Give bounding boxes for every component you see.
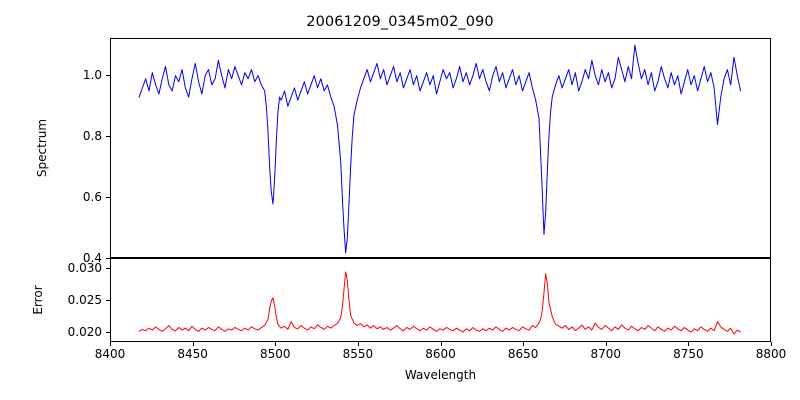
- y-spectrum-tick-mark: [106, 196, 110, 198]
- y-spectrum-tick-label: 0.6: [82, 189, 102, 204]
- x-tick-label: 8650: [507, 347, 539, 361]
- x-tick-mark: [192, 342, 194, 346]
- y-error-tick-2: 0.030: [36, 261, 102, 275]
- x-tick-label: 8750: [673, 347, 704, 361]
- y-error-tick-1: 0.025: [36, 293, 102, 307]
- y-error-tick-label: 0.025: [67, 293, 102, 307]
- x-tick-mark: [357, 342, 359, 346]
- y-error-tick-mark: [106, 267, 110, 269]
- spectrum-plot-area: [110, 38, 771, 258]
- data-line-spectrum: [138, 44, 742, 254]
- y-spectrum-tick-mark: [106, 135, 110, 137]
- x-tick-label: 8700: [590, 347, 622, 361]
- x-tick-label: 8550: [342, 347, 374, 361]
- y-error-tick-0: 0.020: [36, 325, 102, 339]
- x-tick-label: 8450: [177, 347, 208, 361]
- error-line-svg: [138, 271, 742, 335]
- y-spectrum-tick-label: 1.0: [82, 67, 102, 82]
- y-spectrum-tick-mark: [106, 74, 110, 76]
- y-spectrum-tick-mark: [106, 258, 110, 260]
- x-tick-mark: [440, 342, 442, 346]
- y-spectrum-tick-label: 0.8: [82, 128, 102, 143]
- y-error-tick-label: 0.020: [67, 325, 102, 340]
- error-plot-area: [110, 258, 771, 342]
- data-line-error: [138, 271, 742, 335]
- x-tick-mark: [688, 342, 690, 346]
- y-spectrum-tick-2: 0.8: [36, 129, 102, 143]
- y-error-tick-mark: [106, 300, 110, 302]
- x-tick-label: 8600: [425, 347, 456, 361]
- y-error-tick-mark: [106, 332, 110, 334]
- x-tick-mark: [275, 342, 277, 346]
- x-tick-mark: [771, 342, 773, 346]
- x-tick-mark: [523, 342, 525, 346]
- x-tick-label: 8500: [260, 347, 291, 361]
- x-tick-label: 8400: [94, 347, 126, 361]
- y-error-tick-label: 0.030: [67, 260, 102, 275]
- x-tick-mark: [110, 342, 112, 346]
- x-tick-mark: [605, 342, 607, 346]
- x-axis-label: Wavelength: [404, 368, 477, 382]
- x-tick-label: 8800: [755, 347, 787, 361]
- figure-title: 20061209_0345m02_090: [306, 14, 494, 30]
- y-spectrum-tick-1: 0.6: [36, 190, 102, 204]
- y-spectrum-tick-0: 0.4: [36, 251, 102, 265]
- spectrum-line-svg: [138, 44, 742, 254]
- y-spectrum-tick-label: 0.4: [82, 251, 102, 265]
- y-spectrum-tick-3: 1.0: [36, 68, 102, 82]
